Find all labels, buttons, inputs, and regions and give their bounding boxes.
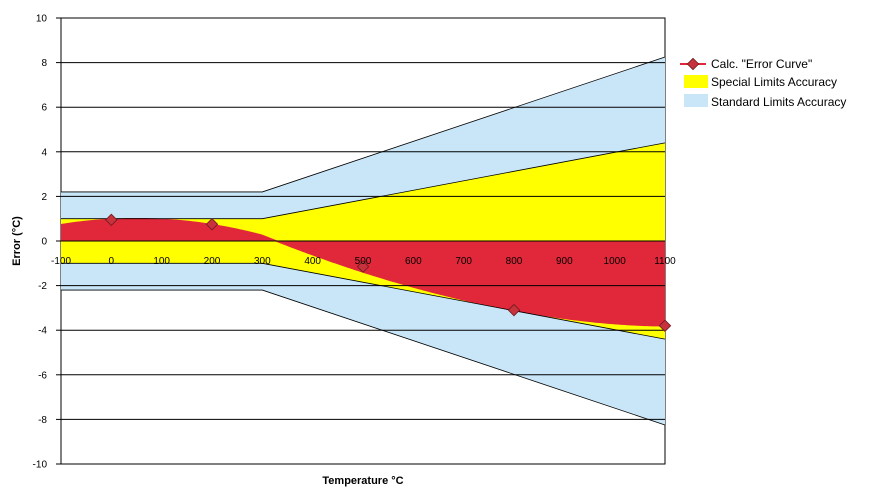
x-axis-ticks: -100 0 100 200 300 400 500 600 700 800 900 1000 1100 bbox=[51, 256, 676, 267]
legend-item-special-limits: Special Limits Accuracy bbox=[684, 75, 837, 89]
x-tick-label: 900 bbox=[556, 256, 573, 267]
y-tick-label: -8 bbox=[38, 415, 47, 426]
legend-label-error-curve: Calc. "Error Curve" bbox=[711, 57, 812, 71]
x-tick-label: 0 bbox=[109, 256, 115, 267]
y-tick-label: 2 bbox=[41, 192, 47, 203]
x-tick-label: 400 bbox=[304, 256, 321, 267]
legend: Calc. "Error Curve" Special Limits Accur… bbox=[680, 57, 846, 109]
x-tick-label: 500 bbox=[355, 256, 372, 267]
x-tick-label: 300 bbox=[254, 256, 271, 267]
x-tick-label: -100 bbox=[51, 256, 71, 267]
special-limits-lower-edge bbox=[61, 262, 666, 340]
y-axis-ticks: -10 -8 -6 -4 -2 0 2 4 6 8 10 bbox=[33, 14, 61, 471]
special-limits-upper-edge bbox=[61, 142, 666, 220]
legend-item-error-curve: Calc. "Error Curve" bbox=[680, 57, 812, 71]
legend-swatch-standard-limits bbox=[684, 94, 708, 107]
x-tick-label: 200 bbox=[204, 256, 221, 267]
y-tick-label: 4 bbox=[41, 147, 47, 158]
x-tick-label: 800 bbox=[506, 256, 523, 267]
error-curve-markers bbox=[105, 213, 672, 332]
y-tick-label: 10 bbox=[36, 14, 48, 25]
legend-label-standard-limits: Standard Limits Accuracy bbox=[711, 95, 846, 109]
error-curve-point bbox=[658, 319, 672, 332]
error-curve-point bbox=[507, 303, 521, 317]
x-tick-label: 100 bbox=[153, 256, 170, 267]
standard-limits-lower-edge bbox=[61, 289, 666, 426]
gridlines bbox=[61, 62, 665, 420]
error-curve-point bbox=[356, 260, 370, 273]
x-tick-label: 1000 bbox=[604, 256, 627, 267]
y-tick-label: -2 bbox=[38, 281, 47, 292]
y-tick-label: 0 bbox=[41, 237, 47, 248]
error-curve-point bbox=[105, 213, 118, 227]
y-tick-label: -10 bbox=[33, 460, 48, 471]
y-tick-label: -4 bbox=[38, 326, 47, 337]
legend-swatch-special-limits bbox=[684, 75, 708, 88]
legend-item-standard-limits: Standard Limits Accuracy bbox=[684, 94, 846, 109]
band-edge-lines bbox=[61, 56, 666, 426]
error-curve-point bbox=[205, 218, 219, 231]
x-tick-label: 600 bbox=[405, 256, 422, 267]
standard-limits-upper-edge bbox=[61, 56, 666, 193]
y-tick-label: 6 bbox=[41, 103, 47, 114]
error-curve-area bbox=[61, 218, 665, 326]
x-tick-label: 700 bbox=[455, 256, 472, 267]
y-tick-label: 8 bbox=[41, 58, 47, 69]
x-axis-title: Temperature °C bbox=[322, 475, 403, 487]
y-axis-title: Error (°C) bbox=[11, 216, 23, 266]
legend-label-special-limits: Special Limits Accuracy bbox=[711, 75, 837, 89]
y-tick-label: -6 bbox=[38, 370, 47, 381]
legend-swatch-error-curve-marker bbox=[686, 57, 700, 71]
x-tick-label: 1100 bbox=[654, 256, 676, 267]
